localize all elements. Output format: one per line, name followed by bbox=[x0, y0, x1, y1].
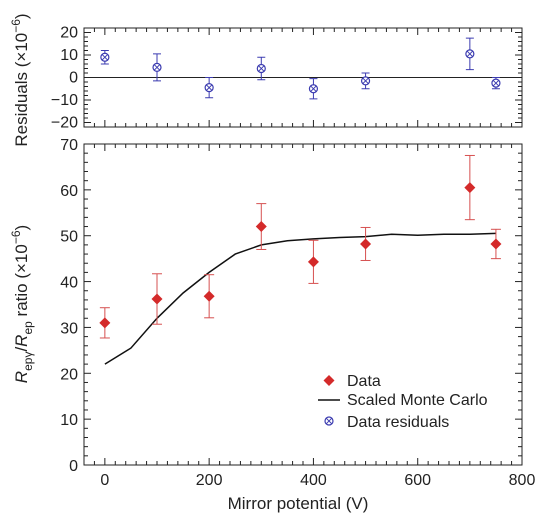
residual-y-tick-label: 0 bbox=[69, 70, 78, 87]
residual-panel: 20 10 0 −10 −20 bbox=[51, 25, 523, 132]
residual-point bbox=[491, 78, 501, 88]
legend-monte-carlo-label: Scaled Monte Carlo bbox=[347, 392, 488, 409]
data-point bbox=[255, 221, 267, 233]
ratio-y-tick-label: 60 bbox=[60, 183, 78, 200]
legend: Data Scaled Monte Carlo Data residuals bbox=[318, 373, 488, 431]
x-tick-label: 0 bbox=[100, 472, 109, 489]
data-point bbox=[151, 293, 163, 305]
residual-y-tick-label: −20 bbox=[51, 115, 78, 132]
data-point bbox=[307, 256, 319, 268]
x-axis-title: Mirror potential (V) bbox=[228, 494, 369, 513]
x-tick-label: 200 bbox=[196, 472, 223, 489]
residual-point bbox=[100, 52, 110, 62]
data-point bbox=[464, 182, 476, 194]
residual-y-axis-title: Residuals (×10−6) bbox=[9, 13, 31, 146]
legend-data-marker bbox=[323, 375, 335, 386]
ratio-y-tick-label: 40 bbox=[60, 275, 78, 292]
residual-point bbox=[256, 63, 266, 74]
residual-y-tick-label: 10 bbox=[60, 47, 78, 64]
residual-point bbox=[204, 83, 214, 93]
ratio-y-tick-label: 0 bbox=[69, 458, 78, 475]
residual-point bbox=[360, 76, 371, 86]
ratio-y-tick-label: 30 bbox=[60, 320, 78, 337]
ratio-y-tick-label: 70 bbox=[60, 137, 78, 154]
ratio-y-tick-label: 50 bbox=[60, 229, 78, 246]
residual-point bbox=[465, 49, 475, 59]
residual-y-tick-label: −10 bbox=[51, 92, 78, 109]
data-point bbox=[490, 238, 502, 250]
legend-residuals-label: Data residuals bbox=[347, 414, 449, 431]
ratio-y-tick-label: 20 bbox=[60, 366, 78, 383]
monte-carlo-line bbox=[104, 232, 496, 365]
ratio-y-tick-label: 10 bbox=[60, 412, 78, 429]
x-tick-label: 400 bbox=[300, 472, 327, 489]
ratio-panel: 0 10 20 30 40 50 60 70 0 200 400 600 800 bbox=[60, 137, 535, 489]
residual-y-tick-label: 20 bbox=[60, 25, 78, 42]
data-point bbox=[99, 317, 111, 329]
ratio-y-axis-title: Repγ/Rep ratio (×10−6) bbox=[9, 225, 35, 383]
legend-data-label: Data bbox=[347, 373, 381, 390]
x-tick-label: 600 bbox=[404, 472, 431, 489]
x-tick-label: 800 bbox=[509, 472, 536, 489]
data-point bbox=[203, 290, 215, 302]
residual-point bbox=[308, 84, 319, 94]
residual-point bbox=[152, 62, 162, 72]
ratio-frame bbox=[83, 143, 523, 466]
data-point bbox=[360, 238, 372, 250]
legend-residuals-marker bbox=[324, 416, 334, 426]
